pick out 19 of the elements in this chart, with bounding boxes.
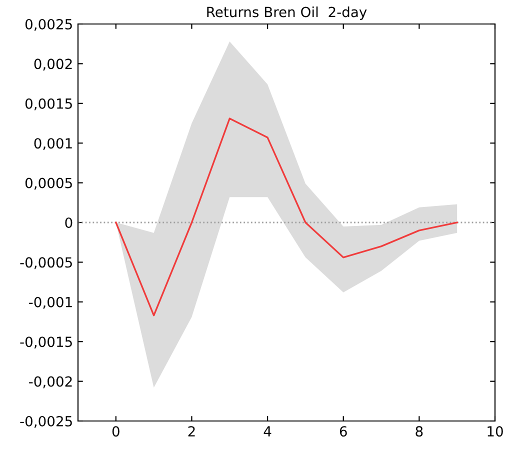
y-tick-label: 0,002 <box>34 58 72 71</box>
y-tick-label: -0,0015 <box>20 336 72 348</box>
x-tick-label: 6 <box>340 426 347 437</box>
x-tick-label: 4 <box>264 426 272 436</box>
y-tick-label: 0,0005 <box>25 178 72 190</box>
y-tick-label: 0,001 <box>34 138 72 150</box>
y-tick-label: -0,002 <box>29 376 72 388</box>
y-tick-label: 0,0025 <box>25 18 72 31</box>
chart-title: Returns Bren Oil 2-day <box>207 6 367 20</box>
x-tick-label: 10 <box>488 426 503 437</box>
line-series <box>115 118 458 316</box>
x-tick-label: 2 <box>188 426 195 436</box>
y-tick-label: -0,001 <box>29 296 72 309</box>
x-tick-label: 0 <box>112 426 120 437</box>
y-tick-label: -0,0025 <box>20 416 72 428</box>
y-tick-label: -0,0005 <box>20 257 72 270</box>
y-tick-label: 0 <box>65 217 72 228</box>
x-tick-label: 8 <box>416 426 423 437</box>
y-tick-label: 0,0015 <box>25 98 72 110</box>
